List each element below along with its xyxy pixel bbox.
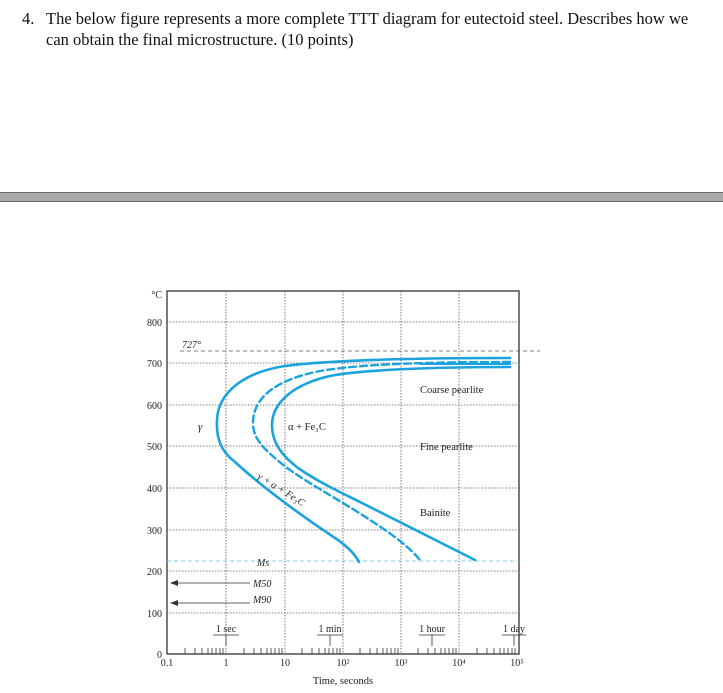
y-tick-label: 800 <box>147 318 162 329</box>
vertical-grid <box>225 291 460 654</box>
y-axis-unit: °C <box>151 290 162 301</box>
question-text: The below figure represents a more compl… <box>46 9 689 49</box>
y-tick-label: 100 <box>147 609 162 620</box>
y-tick-label: 600 <box>147 401 162 412</box>
divider-bar <box>0 192 723 202</box>
x-minor-ticks <box>184 648 516 654</box>
y-tick-label: 300 <box>147 526 162 537</box>
region-label-coarse-pearlite: Coarse pearlite <box>420 385 484 396</box>
time-marker-label: 1 day <box>503 624 525 635</box>
region-label-bainite: Bainite <box>420 508 451 519</box>
m50-arrow-head <box>170 580 178 586</box>
fifty-percent-curve <box>251 360 512 562</box>
time-marker-label: 1 hour <box>419 624 446 635</box>
x-tick-label: 10² <box>337 658 350 669</box>
question-number: 4. <box>22 9 35 28</box>
time-markers: 1 sec 1 min 1 hour 1 day <box>213 624 526 646</box>
x-tick-label: 0.1 <box>161 658 174 669</box>
y-tick-label: 0 <box>157 650 162 661</box>
ms-label: Ms <box>256 558 269 569</box>
x-tick-label: 10⁵ <box>510 658 524 669</box>
transformation-start-curve <box>215 356 512 564</box>
horizontal-grid <box>167 321 519 614</box>
y-tick-label: 200 <box>147 567 162 578</box>
m90-arrow-head <box>170 600 178 606</box>
m90-label: M90 <box>252 595 271 606</box>
transformation-end-curve <box>270 365 512 562</box>
region-label-fine-pearlite: Fine pearlite <box>420 442 473 453</box>
eutectoid-label: 727° <box>182 340 201 351</box>
y-tick-label: 500 <box>147 442 162 453</box>
ttt-curves <box>215 356 512 564</box>
m50-label: M50 <box>252 579 271 590</box>
x-tick-label: 10³ <box>395 658 408 669</box>
x-tick-label: 10⁴ <box>452 658 466 669</box>
x-tick-label: 10 <box>280 658 290 669</box>
x-axis-label: Time, seconds <box>313 676 373 687</box>
region-label-gamma: γ <box>198 421 203 433</box>
x-tick-label: 1 <box>224 658 229 669</box>
y-tick-label: 400 <box>147 484 162 495</box>
region-label-alpha-fe3c: α + Fe₃C <box>288 422 326 433</box>
time-marker-label: 1 min <box>318 624 341 635</box>
time-marker-label: 1 sec <box>216 624 237 635</box>
x-axis: 0.1 1 10 10² 10³ 10⁴ 10⁵ Time, seconds <box>161 658 524 687</box>
y-axis: °C 800 700 600 500 400 300 200 100 0 <box>147 290 162 661</box>
y-tick-label: 700 <box>147 359 162 370</box>
